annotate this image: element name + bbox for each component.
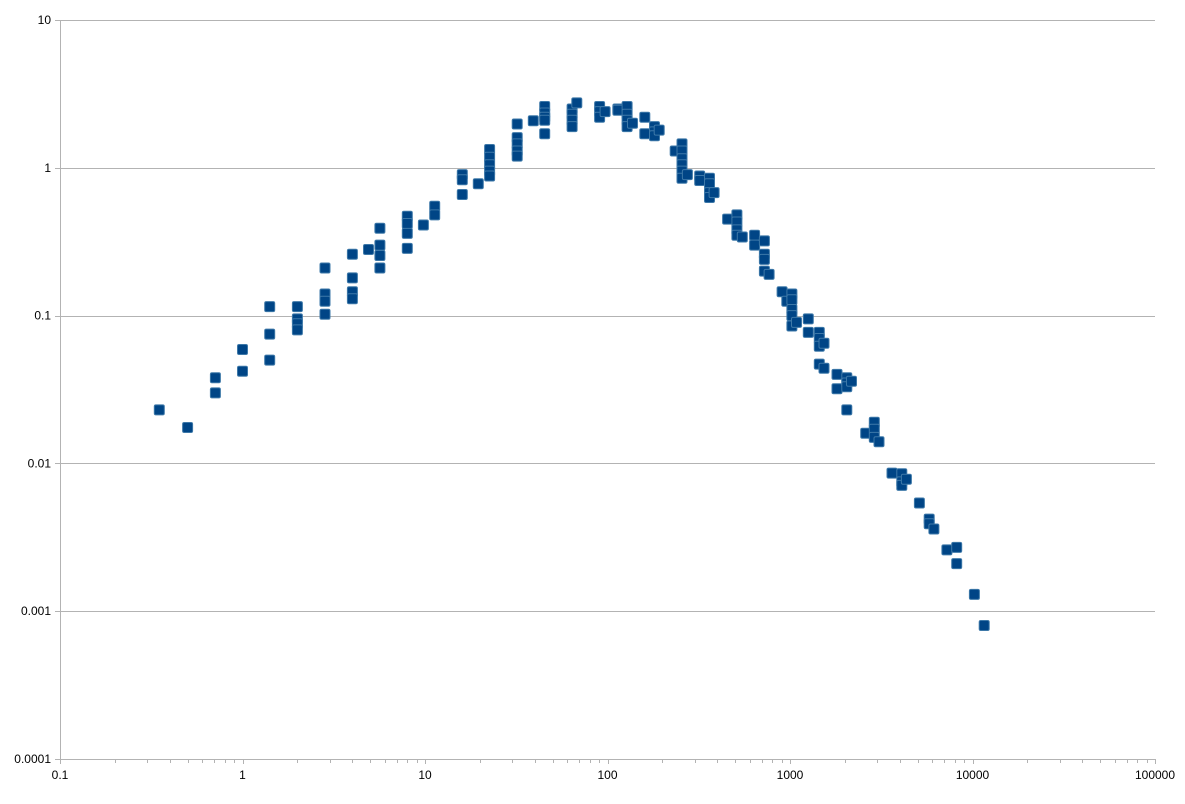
data-point bbox=[627, 117, 638, 129]
axes bbox=[55, 20, 1156, 764]
x-tick-label: 10000 bbox=[956, 768, 990, 782]
data-point bbox=[612, 104, 624, 116]
y-tick-label: 0.0001 bbox=[14, 752, 51, 766]
data-point bbox=[374, 250, 386, 261]
data-point bbox=[776, 286, 788, 298]
data-point bbox=[319, 308, 331, 320]
data-point bbox=[319, 295, 331, 307]
data-point bbox=[694, 175, 706, 186]
data-point bbox=[511, 150, 523, 162]
data-point bbox=[346, 248, 358, 260]
data-point bbox=[653, 124, 665, 136]
data-point bbox=[539, 114, 551, 126]
data-point bbox=[886, 467, 898, 479]
data-point bbox=[237, 365, 248, 377]
x-tick-label: 100000 bbox=[1135, 768, 1175, 782]
data-point bbox=[237, 344, 248, 355]
y-tick-label: 1 bbox=[44, 161, 51, 175]
data-point bbox=[758, 235, 770, 247]
data-point bbox=[374, 222, 386, 234]
x-axis-tick-labels: 0.1 1 10 100 1000 10000 100000 bbox=[52, 768, 1176, 782]
data-point bbox=[429, 209, 441, 221]
data-point bbox=[209, 372, 221, 384]
data-point bbox=[749, 239, 761, 251]
data-point bbox=[763, 268, 775, 280]
data-point bbox=[968, 588, 980, 600]
data-point bbox=[928, 523, 940, 535]
data-point bbox=[818, 362, 830, 374]
data-point bbox=[264, 328, 276, 340]
data-point bbox=[681, 169, 693, 181]
data-point bbox=[363, 244, 374, 255]
x-tick-label: 10 bbox=[418, 768, 432, 782]
data-point bbox=[456, 189, 468, 200]
data-point bbox=[749, 229, 761, 241]
data-point bbox=[374, 262, 386, 274]
data-point bbox=[758, 253, 770, 265]
data-point bbox=[786, 294, 798, 306]
data-point bbox=[639, 111, 651, 123]
data-point bbox=[873, 436, 885, 448]
data-point bbox=[802, 326, 814, 338]
data-point bbox=[511, 118, 523, 130]
data-point bbox=[818, 337, 830, 349]
data-point bbox=[264, 354, 276, 366]
data-point bbox=[319, 262, 331, 274]
data-point bbox=[346, 272, 358, 284]
data-point bbox=[831, 383, 843, 395]
data-point bbox=[736, 231, 748, 243]
data-point bbox=[401, 227, 413, 239]
x-tick-label: 1000 bbox=[777, 768, 804, 782]
y-axis-tick-labels: 0.0001 0.001 0.01 0.1 1 10 bbox=[14, 13, 51, 766]
data-point bbox=[978, 620, 990, 631]
data-point bbox=[346, 293, 358, 305]
x-tick-label: 100 bbox=[597, 768, 617, 782]
data-point bbox=[722, 213, 734, 225]
data-point bbox=[539, 128, 551, 140]
data-point bbox=[527, 115, 539, 127]
data-point bbox=[401, 218, 413, 229]
y-tick-label: 10 bbox=[38, 13, 52, 27]
x-tick-label: 0.1 bbox=[52, 768, 69, 782]
data-point bbox=[209, 387, 221, 399]
data-point bbox=[791, 316, 802, 328]
data-point bbox=[846, 375, 857, 387]
data-point bbox=[708, 187, 720, 199]
data-point bbox=[831, 368, 843, 380]
data-point bbox=[153, 404, 165, 416]
data-point bbox=[401, 242, 413, 254]
grid-lines bbox=[60, 20, 1155, 760]
x-tick-label: 1 bbox=[239, 768, 246, 782]
data-point bbox=[951, 541, 963, 553]
data-point bbox=[182, 422, 194, 433]
data-point bbox=[571, 97, 583, 109]
data-point bbox=[951, 558, 963, 570]
y-tick-label: 0.001 bbox=[21, 604, 51, 618]
data-point bbox=[264, 301, 276, 313]
data-point bbox=[456, 174, 468, 186]
data-point bbox=[802, 313, 814, 325]
y-tick-label: 0.1 bbox=[34, 309, 51, 323]
data-point bbox=[941, 544, 953, 556]
data-point bbox=[484, 170, 496, 182]
data-point bbox=[472, 178, 484, 190]
data-point bbox=[913, 497, 925, 509]
data-points bbox=[153, 97, 990, 631]
data-point bbox=[291, 301, 303, 313]
data-point bbox=[566, 121, 578, 133]
data-point bbox=[291, 324, 303, 336]
data-point bbox=[599, 106, 611, 118]
data-point bbox=[639, 128, 651, 140]
y-tick-label: 0.01 bbox=[28, 456, 52, 470]
data-point bbox=[900, 473, 912, 485]
data-point bbox=[374, 239, 386, 251]
data-point bbox=[841, 404, 853, 416]
data-point bbox=[417, 219, 429, 231]
